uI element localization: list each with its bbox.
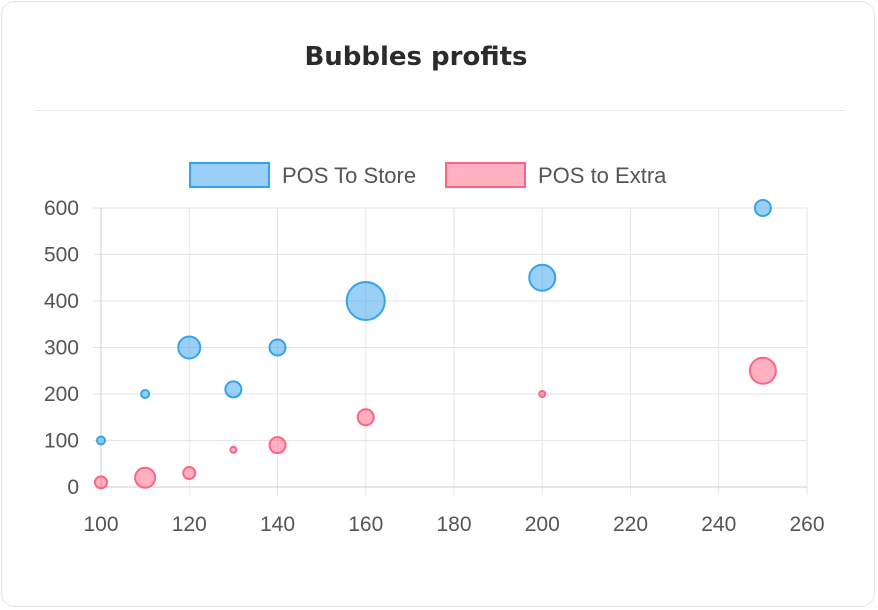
bubble-point[interactable] (94, 475, 108, 490)
bubble-point[interactable] (96, 435, 106, 446)
bubble-point[interactable] (538, 390, 547, 398)
bubble-point[interactable] (268, 436, 287, 455)
bubble-point[interactable] (356, 408, 375, 427)
bubble-point[interactable] (528, 263, 557, 292)
y-tick-label: 0 (67, 476, 79, 499)
y-tick-label: 200 (44, 383, 79, 406)
legend[interactable]: POS To Store POS to Extra (189, 162, 667, 188)
bubble-point[interactable] (140, 389, 151, 399)
bubble-point[interactable] (345, 281, 386, 321)
bubble-point[interactable] (748, 356, 777, 385)
y-tick-label: 600 (44, 197, 79, 220)
legend-label-0[interactable]: POS To Store (282, 163, 416, 188)
x-tick-label: 100 (83, 513, 118, 536)
plot-area (94, 199, 777, 490)
bubble-point[interactable] (753, 199, 772, 217)
y-tick-label: 300 (44, 337, 79, 360)
y-tick-label: 100 (44, 430, 79, 453)
x-tick-label: 260 (789, 513, 824, 536)
bubble-point[interactable] (229, 445, 238, 454)
legend-swatch-1[interactable] (445, 162, 526, 188)
bubble-point[interactable] (224, 380, 243, 399)
x-tick-label: 200 (525, 513, 560, 536)
bubble-point[interactable] (134, 466, 157, 489)
chart-title: Bubbles profits (304, 42, 528, 72)
axes: 100 120 140 160 180 200 220 240 2600100200300400… (44, 197, 825, 536)
title-divider (35, 110, 845, 111)
bubble-point[interactable] (182, 466, 197, 481)
x-tick-label: 220 (613, 513, 648, 536)
legend-swatch-0[interactable] (189, 162, 270, 188)
y-tick-label: 400 (44, 290, 79, 313)
y-tick-label: 500 (44, 244, 79, 267)
bubble-point[interactable] (177, 335, 202, 360)
x-tick-label: 140 (260, 513, 295, 536)
x-tick-label: 240 (701, 513, 736, 536)
x-tick-label: 180 (436, 513, 471, 536)
legend-label-1[interactable]: POS to Extra (538, 163, 667, 188)
bubble-point[interactable] (268, 338, 287, 357)
x-tick-label: 160 (348, 513, 383, 536)
x-tick-label: 120 (172, 513, 207, 536)
